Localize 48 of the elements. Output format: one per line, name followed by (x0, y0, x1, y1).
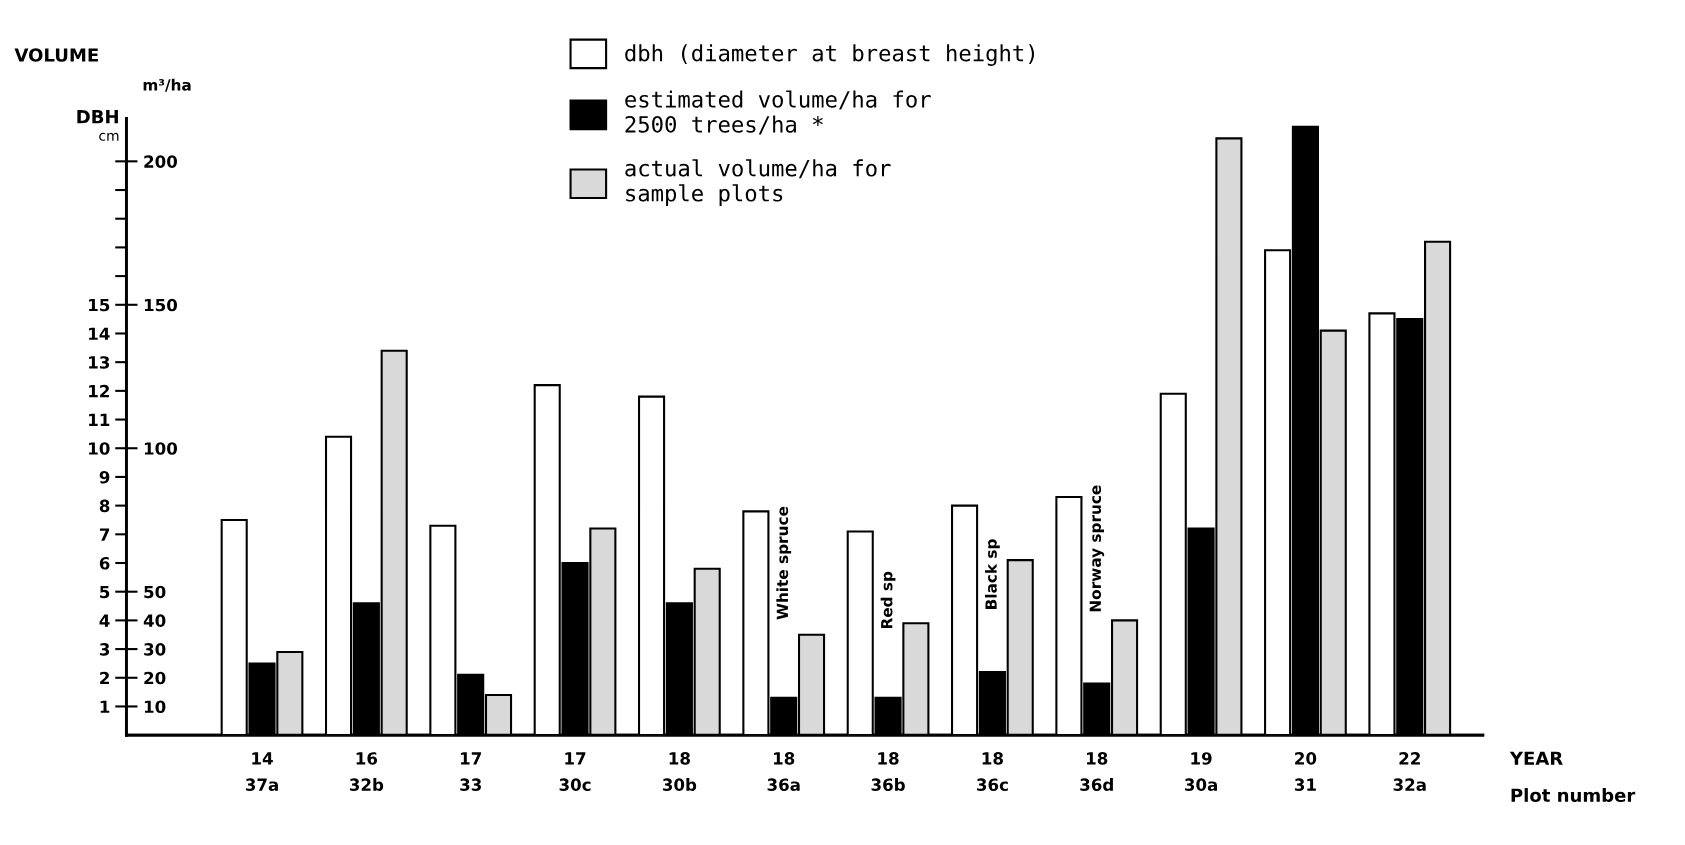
y2-axis-title: cm (99, 132, 119, 141)
y2-tick-label: 6 (99, 556, 110, 570)
y2-tick-label: 3 (99, 643, 110, 656)
annotation: Norway spruce (1089, 485, 1105, 612)
y-axis-title: m³/ha (143, 78, 191, 92)
y-tick-label: 200 (144, 155, 178, 168)
y2-tick-label: 8 (99, 499, 110, 513)
x-tick-label: 17 30c (559, 752, 591, 791)
y2-tick-label: 15 (89, 298, 110, 312)
annotation: Red sp (880, 571, 896, 629)
y-tick-label: 10 (144, 700, 166, 714)
x-tick-label: 20 31 (1294, 752, 1317, 791)
x-tick-label: 14 37a (245, 752, 278, 791)
y-tick-label: 150 (144, 298, 178, 312)
y-tick-label: 50 (144, 585, 166, 599)
y2-tick-label: 1 (100, 700, 110, 713)
y-tick-label: 30 (144, 643, 166, 656)
x-tick-label: 18 36d (1080, 752, 1113, 791)
text: Plot number (1511, 788, 1636, 803)
y-tick-label: 100 (144, 442, 178, 455)
y2-tick-label: 13 (89, 356, 110, 369)
annotation: Black sp (985, 539, 1000, 609)
legend-label: actual volume/ha for sample plots (625, 159, 891, 206)
y-tick-label: 40 (143, 614, 166, 627)
x-tick-label: 18 36c (976, 752, 1008, 791)
y2-tick-label: 5 (100, 585, 110, 599)
y2-tick-label: 12 (89, 384, 109, 398)
y2-tick-label: 4 (99, 614, 110, 627)
text: YEAR (1509, 751, 1563, 765)
text: VOLUME (14, 48, 98, 62)
legend-label: estimated volume/ha for 2500 trees/ha * (625, 90, 931, 135)
y2-tick-label: 11 (89, 413, 110, 426)
y2-tick-label: 14 (89, 327, 110, 340)
annotation: White spruce (776, 506, 792, 620)
x-tick-label: 19 30a (1184, 752, 1217, 791)
y2-tick-label: 7 (99, 528, 110, 541)
y2-tick-label: 10 (89, 442, 110, 455)
x-tick-label: 16 32b (349, 752, 384, 791)
x-tick-label: 17 33 (460, 752, 481, 791)
y-tick-label: 20 (144, 671, 166, 685)
legend-label: dbh (diameter at breast height) (625, 44, 1035, 66)
y2-tick-label: 2 (100, 671, 109, 685)
x-tick-label: 18 30b (662, 752, 697, 791)
x-tick-label: 18 36b (871, 752, 905, 791)
x-tick-label: 18 36a (767, 752, 800, 791)
text: DBH (77, 110, 118, 124)
y2-tick-label: 9 (99, 470, 110, 484)
x-tick-label: 22 32a (1393, 752, 1426, 791)
